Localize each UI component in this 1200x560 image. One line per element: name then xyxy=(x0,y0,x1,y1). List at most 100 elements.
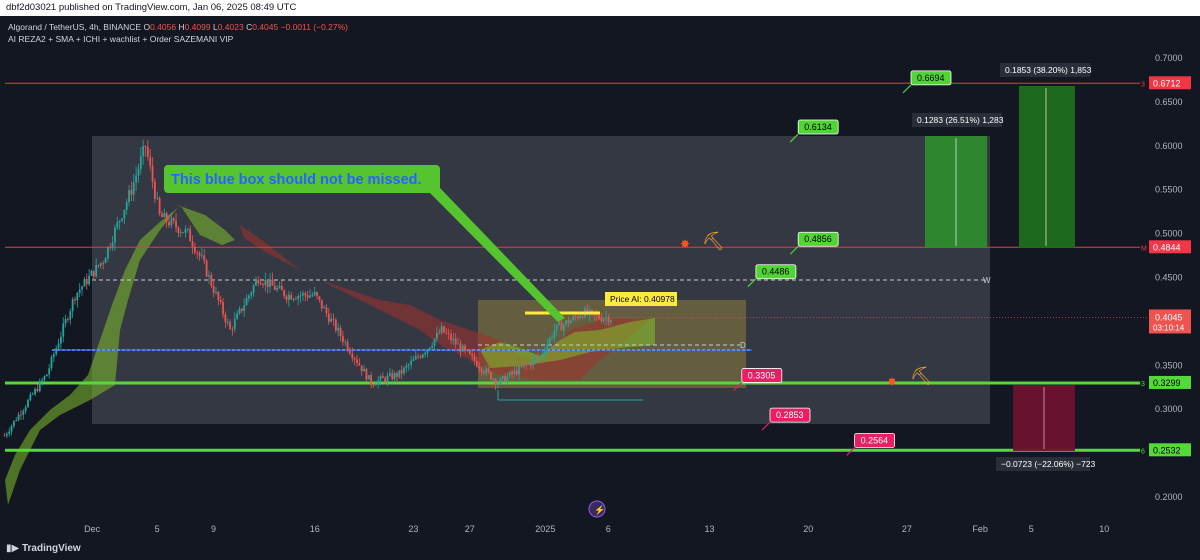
candle-body xyxy=(168,221,170,226)
candle-body xyxy=(443,326,445,333)
candle-body xyxy=(325,307,328,314)
target-label-bg-6 xyxy=(854,433,895,448)
candle-body xyxy=(490,371,492,380)
candle-body xyxy=(27,400,29,408)
candle-body xyxy=(569,320,572,324)
candle-body xyxy=(551,337,553,339)
candle-body xyxy=(264,280,267,285)
candle-body xyxy=(43,376,46,381)
candle-body xyxy=(13,420,15,426)
candle-body xyxy=(114,227,116,243)
candle-body xyxy=(271,279,274,286)
annotation-callout-bg xyxy=(164,165,440,193)
y-tick-label: 0.5500 xyxy=(1155,185,1183,195)
x-tick-label: Dec xyxy=(84,524,101,534)
candle-body xyxy=(81,286,83,290)
candle-body xyxy=(356,359,358,364)
candle-body xyxy=(400,370,403,374)
candle-body xyxy=(85,279,88,285)
level-label-bg-1 xyxy=(1149,240,1191,254)
candle-body xyxy=(45,374,48,377)
candle-body xyxy=(276,287,278,290)
candle-body xyxy=(483,371,485,373)
ohlc-o-label: O xyxy=(143,22,151,32)
x-tick-label: 27 xyxy=(902,524,912,534)
ohlc-high: 0.4099 xyxy=(184,22,211,32)
candle-body xyxy=(52,354,55,357)
candle-body xyxy=(177,227,180,233)
candle-body xyxy=(522,364,525,367)
tradingview-logo: ▮▶ TradingView xyxy=(6,543,81,554)
candle-body xyxy=(60,336,62,344)
candle-body xyxy=(139,156,142,169)
candle-body xyxy=(311,295,314,296)
candle-body xyxy=(344,341,347,343)
candle-body xyxy=(198,252,201,256)
candle-body xyxy=(605,317,607,319)
candle-body xyxy=(90,270,93,276)
candle-body xyxy=(83,279,86,287)
burst-icon-0: ✸ xyxy=(680,237,690,251)
target-label-1: 0.6134 xyxy=(804,122,832,132)
candle-body xyxy=(55,348,58,355)
candle-body xyxy=(403,367,405,374)
candle-body xyxy=(332,318,335,320)
candle-body xyxy=(334,319,337,331)
candle-body xyxy=(351,353,354,359)
candle-body xyxy=(306,295,309,298)
x-tick-label: 6 xyxy=(606,524,611,534)
target-pointer-6 xyxy=(846,447,856,456)
candle-body xyxy=(97,264,100,266)
candle-body xyxy=(257,280,260,284)
candle-body xyxy=(48,368,51,375)
target-pointer-5 xyxy=(761,421,771,431)
candle-body xyxy=(240,308,243,311)
candle-body xyxy=(431,345,434,348)
measure-label-bg-3 xyxy=(996,457,1090,471)
symbol-title: Algorand / TetherUS, 4h, BINANCE xyxy=(8,22,142,32)
daily-dash-label: D xyxy=(740,341,746,350)
candle-body xyxy=(302,293,304,296)
measure-label-bg-1 xyxy=(912,113,1002,127)
x-tick-label: 13 xyxy=(705,524,715,534)
candle-body xyxy=(208,275,210,277)
level-tag-2: 3 xyxy=(1141,381,1145,388)
candle-body xyxy=(109,246,112,248)
candle-body xyxy=(464,345,466,350)
candle-body xyxy=(607,317,610,323)
target-pointer-1 xyxy=(789,133,799,143)
target-label-6: 0.2564 xyxy=(861,435,889,445)
chart-background xyxy=(0,16,1200,540)
candle-body xyxy=(31,394,34,396)
candle-body xyxy=(226,321,229,323)
candle-body xyxy=(283,290,286,297)
level-tag-0: 3 xyxy=(1141,81,1145,88)
indicator-legend[interactable]: AI REZA2 + SMA + ICHI + wachlist + Order… xyxy=(8,34,234,44)
candle-body xyxy=(353,358,356,360)
candle-body xyxy=(170,218,173,226)
candle-body xyxy=(515,370,518,375)
candle-body xyxy=(494,379,497,385)
price-chart[interactable]: 3 0.6712 M 0.4844 3 0.3299 6 0.2532 W D Price AI: … xyxy=(0,16,1200,540)
candle-body xyxy=(8,431,11,434)
target-label-bg-3 xyxy=(755,264,797,280)
target-pointer-0 xyxy=(902,84,912,94)
candle-body xyxy=(184,229,187,233)
candle-body xyxy=(71,299,74,312)
candle-body xyxy=(367,375,370,380)
candle-body xyxy=(269,279,271,287)
candle-body xyxy=(50,356,53,369)
target-label-bg-2 xyxy=(797,231,839,247)
y-tick-label: 0.3000 xyxy=(1155,404,1183,414)
candle-body xyxy=(393,373,396,379)
candle-body xyxy=(379,376,382,381)
candle-body xyxy=(292,298,295,300)
ohlc-change: −0.0011 (−0.27%) xyxy=(280,22,349,32)
candle-body xyxy=(149,156,152,166)
candle-body xyxy=(513,370,516,374)
candle-body xyxy=(175,220,177,228)
candle-body xyxy=(609,319,612,323)
candle-body xyxy=(154,181,156,199)
candle-body xyxy=(349,350,351,354)
symbol-legend: Algorand / TetherUS, 4h, BINANCE O0.4056… xyxy=(8,22,348,32)
